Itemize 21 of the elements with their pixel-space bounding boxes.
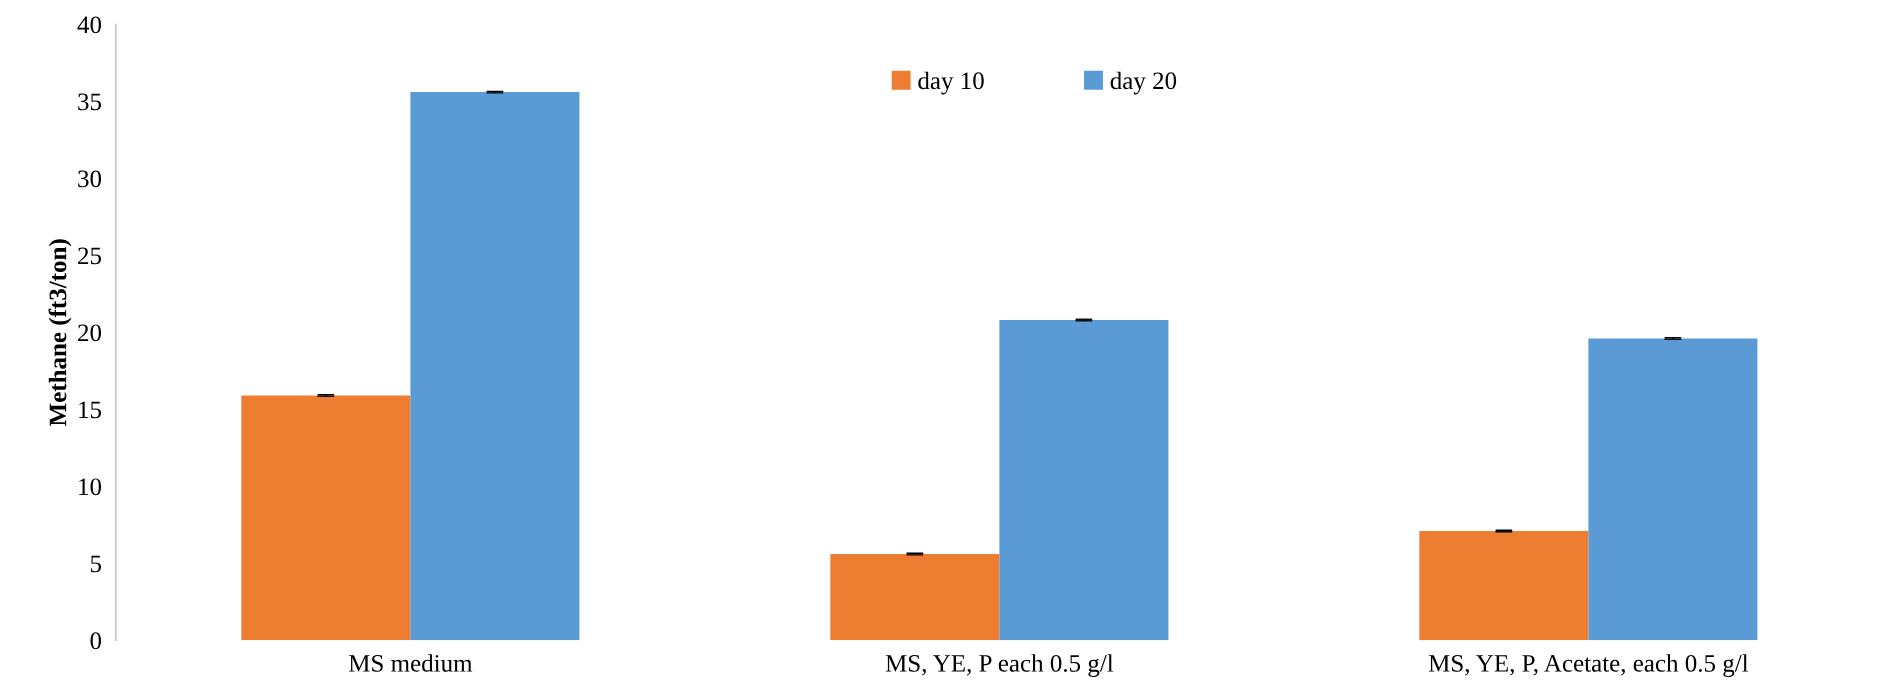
y-tick-label: 35 <box>78 93 102 111</box>
legend-label: day 10 <box>918 71 984 95</box>
y-tick-label: 10 <box>79 478 102 496</box>
bar <box>830 554 1000 641</box>
x-tick-label: MS, YE, P each 0.5 g/l <box>885 654 1114 677</box>
y-tick-label: 5 <box>90 555 102 573</box>
x-tick-label: MS, YE, P, Acetate, each 0.5 g/l <box>1428 654 1749 677</box>
y-tick-label: 40 <box>77 16 102 34</box>
y-tick-label: 25 <box>78 247 102 265</box>
bar <box>999 320 1169 641</box>
bar <box>1588 338 1758 641</box>
y-tick-label: 30 <box>78 170 102 188</box>
bar <box>241 395 411 641</box>
y-tick-label: 15 <box>79 401 102 419</box>
x-tick-label: MS medium <box>348 654 473 672</box>
y-axis-title: Methane (ft3/ton) <box>48 239 72 426</box>
bar <box>1419 530 1589 641</box>
bar <box>410 92 580 641</box>
y-tick-label: 20 <box>78 324 102 342</box>
y-tick-label: 0 <box>90 632 102 650</box>
legend-label: day 20 <box>1110 71 1177 95</box>
